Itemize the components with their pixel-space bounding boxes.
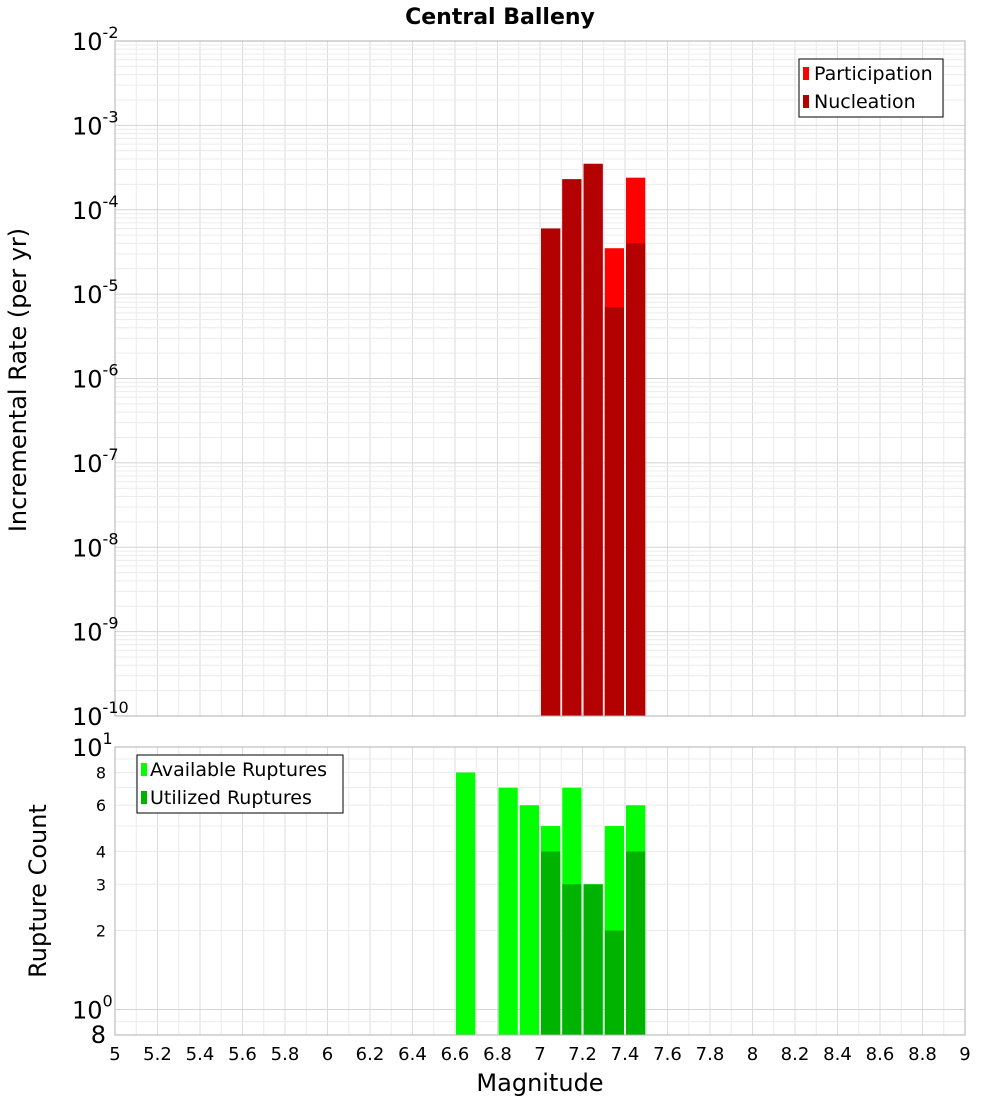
legend-label-participation: Participation xyxy=(814,63,933,85)
x-axis-label: Magnitude xyxy=(476,1069,603,1097)
x-tick-label: 5.2 xyxy=(143,1044,172,1065)
y-tick-label: 100 xyxy=(72,992,113,1025)
bottom-plot-bars xyxy=(456,772,646,1035)
x-tick-label: 6 xyxy=(322,1044,333,1065)
top-legend: Participation Nucleation xyxy=(798,58,944,118)
legend-swatch-available xyxy=(141,763,147,776)
x-tick-label: 8 xyxy=(747,1044,758,1065)
y-tick-label: 10-6 xyxy=(72,361,119,394)
top-y-ticks: 10-10 10-9 10-8 10-7 10-6 10-5 10-4 10-3 10-2 xyxy=(72,23,129,731)
x-tick-label: 8.8 xyxy=(908,1044,937,1065)
y-tick-label: 8 xyxy=(96,763,106,782)
x-tick-label: 9 xyxy=(959,1044,970,1065)
top-bar-nucleation xyxy=(626,243,646,717)
bottom-bar-utilized-ruptures xyxy=(583,884,603,1035)
legend-label-utilized: Utilized Ruptures xyxy=(150,787,312,809)
bottom-bar-utilized-ruptures xyxy=(604,930,624,1035)
bottom-bar-utilized-ruptures xyxy=(562,884,582,1035)
y-tick-label: 101 xyxy=(72,729,113,762)
x-tick-label: 7.4 xyxy=(611,1044,640,1065)
chart-title: Central Balleny xyxy=(405,5,595,30)
bottom-bar-available-ruptures xyxy=(498,787,518,1035)
top-plot-frame xyxy=(114,40,966,717)
legend-swatch-nucleation xyxy=(803,95,809,108)
y-tick-label: 3 xyxy=(96,875,106,894)
top-bar-nucleation xyxy=(604,307,624,716)
x-tick-label: 5.4 xyxy=(186,1044,215,1065)
top-bar-nucleation xyxy=(541,228,561,716)
bottom-plot-frame xyxy=(114,746,966,1036)
bottom-bar-available-ruptures xyxy=(519,805,539,1035)
legend-swatch-participation xyxy=(803,67,809,80)
top-bar-nucleation xyxy=(562,179,582,716)
top-y-axis-label: Incremental Rate (per yr) xyxy=(4,228,32,532)
top-plot-bars xyxy=(541,163,646,717)
x-tick-label: 6.6 xyxy=(441,1044,470,1065)
y-tick-label: 6 xyxy=(96,796,106,815)
x-tick-label: 5.6 xyxy=(228,1044,257,1065)
bottom-bar-utilized-ruptures xyxy=(626,851,646,1035)
y-tick-label: 10-3 xyxy=(72,107,119,140)
bottom-bar-available-ruptures xyxy=(456,772,476,1035)
x-tick-label: 7.6 xyxy=(653,1044,682,1065)
y-tick-label: 10-10 xyxy=(72,698,129,731)
y-tick-label: 10-4 xyxy=(72,192,119,225)
y-tick-label: 4 xyxy=(96,842,106,861)
x-tick-label: 5 xyxy=(109,1044,120,1065)
y-tick-label: 10-5 xyxy=(72,276,119,309)
y-tick-label: 2 xyxy=(96,922,106,941)
bottom-y-axis-label: Rupture Count xyxy=(24,804,52,978)
legend-label-nucleation: Nucleation xyxy=(814,91,916,113)
x-tick-label: 8.4 xyxy=(823,1044,852,1065)
x-tick-label: 6.4 xyxy=(398,1044,427,1065)
y-tick-label: 10-8 xyxy=(72,529,119,562)
legend-swatch-utilized xyxy=(141,791,147,804)
x-tick-label: 8.2 xyxy=(781,1044,810,1065)
x-tick-label: 5.8 xyxy=(271,1044,300,1065)
x-tick-label: 7 xyxy=(534,1044,545,1065)
x-tick-label: 6.2 xyxy=(356,1044,385,1065)
x-ticks: 5 5.2 5.4 5.6 5.8 6 6.2 6.4 6.6 6.8 7 7.2 7.4 7.6 7.8 8… xyxy=(109,1044,970,1065)
y-tick-label: 10-2 xyxy=(72,23,119,56)
x-tick-label: 6.8 xyxy=(483,1044,512,1065)
top-bar-nucleation xyxy=(583,163,603,717)
x-tick-label: 7.8 xyxy=(696,1044,725,1065)
bottom-legend: Available Ruptures Utilized Ruptures xyxy=(136,754,344,814)
y-tick-label: 8 xyxy=(91,1021,106,1049)
bottom-legend-box xyxy=(136,754,344,814)
x-tick-label: 7.2 xyxy=(568,1044,597,1065)
y-tick-label: 10-9 xyxy=(72,614,119,647)
legend-label-available: Available Ruptures xyxy=(150,759,327,781)
bottom-bar-utilized-ruptures xyxy=(541,851,561,1035)
x-tick-label: 8.6 xyxy=(866,1044,895,1065)
top-legend-box xyxy=(798,58,944,118)
top-plot-grid xyxy=(114,41,966,717)
y-tick-label: 10-7 xyxy=(72,445,119,478)
